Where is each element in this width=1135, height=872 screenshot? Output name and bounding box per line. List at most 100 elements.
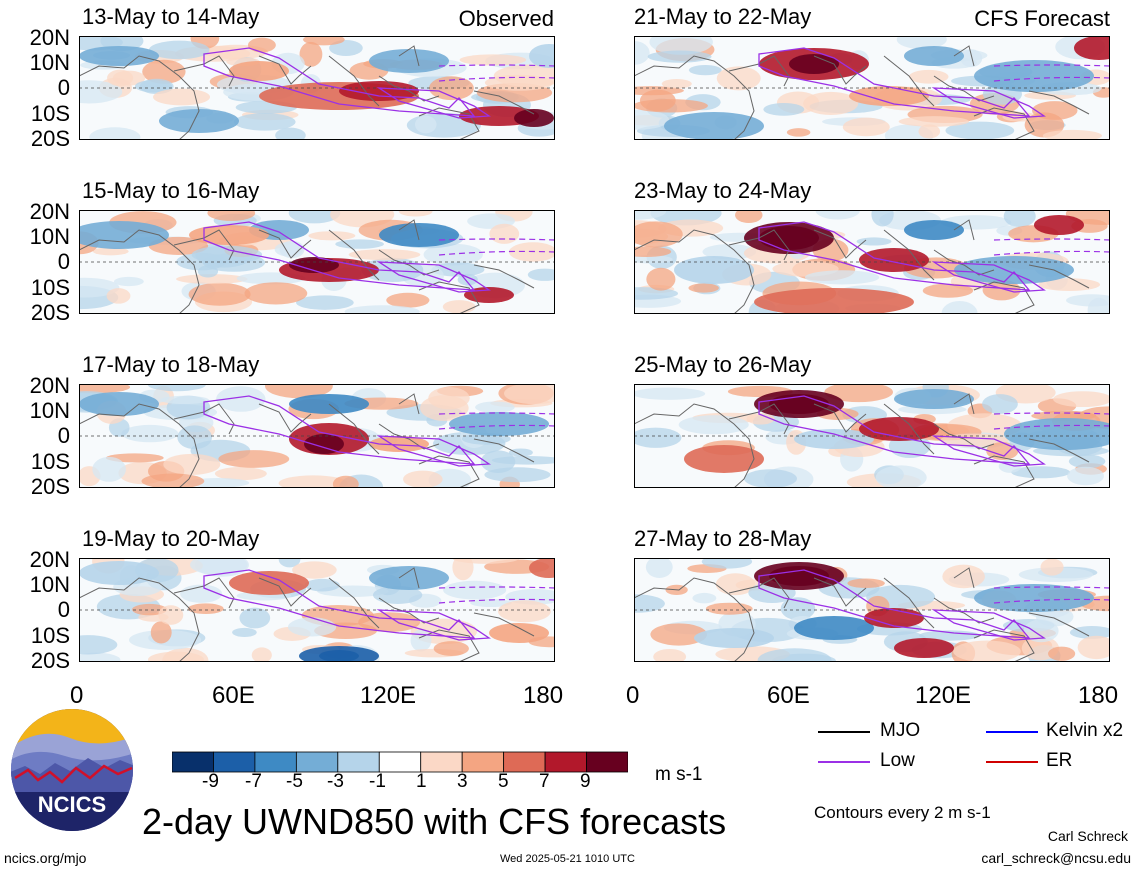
lon-label-left-0: 0 — [70, 682, 84, 709]
low-contour — [758, 395, 1031, 465]
easterly-anomaly — [148, 40, 210, 60]
lat-label: 20N — [29, 199, 70, 224]
easterly-anomaly — [982, 394, 1018, 414]
westerly-anomaly — [433, 641, 469, 656]
lon-label-left-120e: 120E — [360, 682, 417, 709]
easterly-anomaly — [287, 617, 337, 637]
colorbar-tick: 1 — [416, 771, 427, 792]
author: Carl Schreck — [1047, 828, 1128, 844]
author-email[interactable]: carl_schreck@ncsu.edu — [981, 850, 1131, 866]
easterly-anomaly — [423, 243, 483, 266]
easterly-anomaly — [856, 237, 892, 246]
easterly-anomaly — [431, 262, 485, 277]
westerly-anomaly — [1048, 646, 1076, 661]
lat-label: 20N — [29, 25, 70, 50]
easterly-anomaly — [815, 210, 860, 220]
low-contour — [931, 87, 1046, 119]
colorbar-tick: 9 — [580, 771, 591, 792]
low-contour-negative — [438, 64, 555, 82]
westerly-anomaly — [953, 640, 1021, 662]
easterly-anomaly — [216, 386, 266, 412]
westerly-anomaly — [716, 66, 761, 91]
easterly-anomaly — [288, 210, 341, 224]
easterly-anomaly — [121, 424, 179, 443]
westerly-anomaly — [251, 647, 272, 662]
westerly-anomaly — [634, 99, 708, 113]
lon-label-right-0: 0 — [626, 682, 640, 709]
westerly-anomaly — [218, 450, 290, 468]
westerly-anomaly — [302, 36, 345, 46]
low-contour-negative — [993, 586, 1110, 604]
easterly-anomaly — [649, 36, 713, 55]
colorbar-swatch — [420, 751, 463, 773]
coastline — [634, 219, 1090, 314]
westerly-anomaly — [106, 288, 131, 304]
westerly-anomaly — [229, 571, 309, 595]
westerly-anomaly — [332, 475, 359, 488]
colorbar-swatch — [544, 751, 587, 773]
westerly-anomaly — [634, 246, 672, 258]
easterly-anomaly — [1011, 466, 1071, 479]
easterly-anomaly — [410, 629, 432, 652]
easterly-anomaly — [79, 392, 159, 416]
westerly-anomaly — [1074, 36, 1110, 60]
map-frame — [79, 36, 555, 140]
lon-label-right-180: 180 — [1078, 682, 1119, 709]
westerly-anomaly — [278, 475, 348, 488]
lat-label: 10N — [29, 572, 70, 597]
colorbar-tick: -9 — [202, 771, 219, 792]
easterly-anomaly — [634, 594, 665, 613]
figure-title: 2-day UWND850 with CFS forecasts — [142, 801, 727, 842]
easterly-anomaly — [974, 584, 1094, 612]
coastline — [634, 393, 1090, 488]
westerly-anomaly — [386, 292, 430, 308]
low-contour — [376, 609, 491, 641]
legend-line-low — [818, 761, 870, 763]
westerly-anomaly — [894, 638, 954, 658]
easterly-anomaly — [79, 561, 159, 585]
low-contour-negative — [993, 64, 1110, 82]
colorbar-swatch — [378, 751, 422, 773]
low-contour — [376, 435, 491, 467]
site-url[interactable]: ncics.org/mjo — [4, 850, 87, 866]
westerly-anomaly — [942, 564, 985, 589]
easterly-anomaly — [79, 46, 159, 66]
easterly-anomaly — [191, 245, 263, 264]
lat-label: 10S — [30, 623, 70, 648]
lat-label: 0 — [57, 423, 70, 448]
colorbar-swatch — [461, 751, 505, 773]
westerly-anomaly — [131, 603, 168, 616]
westerly-anomaly — [459, 54, 527, 66]
westerly-anomaly — [308, 231, 356, 241]
easterly-anomaly — [335, 239, 384, 249]
map-frame — [634, 384, 1110, 488]
easterly-anomaly — [1069, 625, 1110, 639]
easterly-anomaly — [688, 64, 722, 76]
panel-title-left-2: 15-May to 16-May — [82, 178, 260, 203]
panel-title-left-3: 17-May to 18-May — [82, 352, 260, 377]
easterly-anomaly — [160, 395, 209, 405]
low-contour-negative — [438, 586, 555, 604]
westerly-anomaly — [489, 223, 520, 244]
easterly-anomaly — [702, 244, 757, 260]
westerly-anomaly — [759, 226, 819, 250]
westerly-anomaly — [1034, 215, 1084, 235]
colorbar-swatch — [503, 751, 546, 773]
westerly-anomaly — [289, 257, 339, 273]
westerly-anomaly — [859, 417, 939, 441]
panel-title-right-4: 27-May to 28-May — [634, 526, 812, 551]
easterly-anomaly — [239, 607, 271, 629]
lat-label: 0 — [57, 75, 70, 100]
forecast-label: CFS Forecast — [974, 6, 1110, 31]
ncics-logo: NCICS — [11, 709, 133, 831]
westerly-anomaly — [898, 116, 970, 127]
colorbar-tick: -5 — [286, 771, 303, 792]
legend-label-er: ER — [1046, 750, 1073, 771]
colorbar-tick: -3 — [327, 771, 344, 792]
westerly-anomaly — [504, 384, 555, 405]
lat-label: 20N — [29, 373, 70, 398]
low-contour — [758, 221, 1031, 291]
low-contour — [758, 47, 1031, 117]
easterly-anomaly — [319, 650, 359, 662]
westerly-anomaly — [1053, 391, 1110, 408]
